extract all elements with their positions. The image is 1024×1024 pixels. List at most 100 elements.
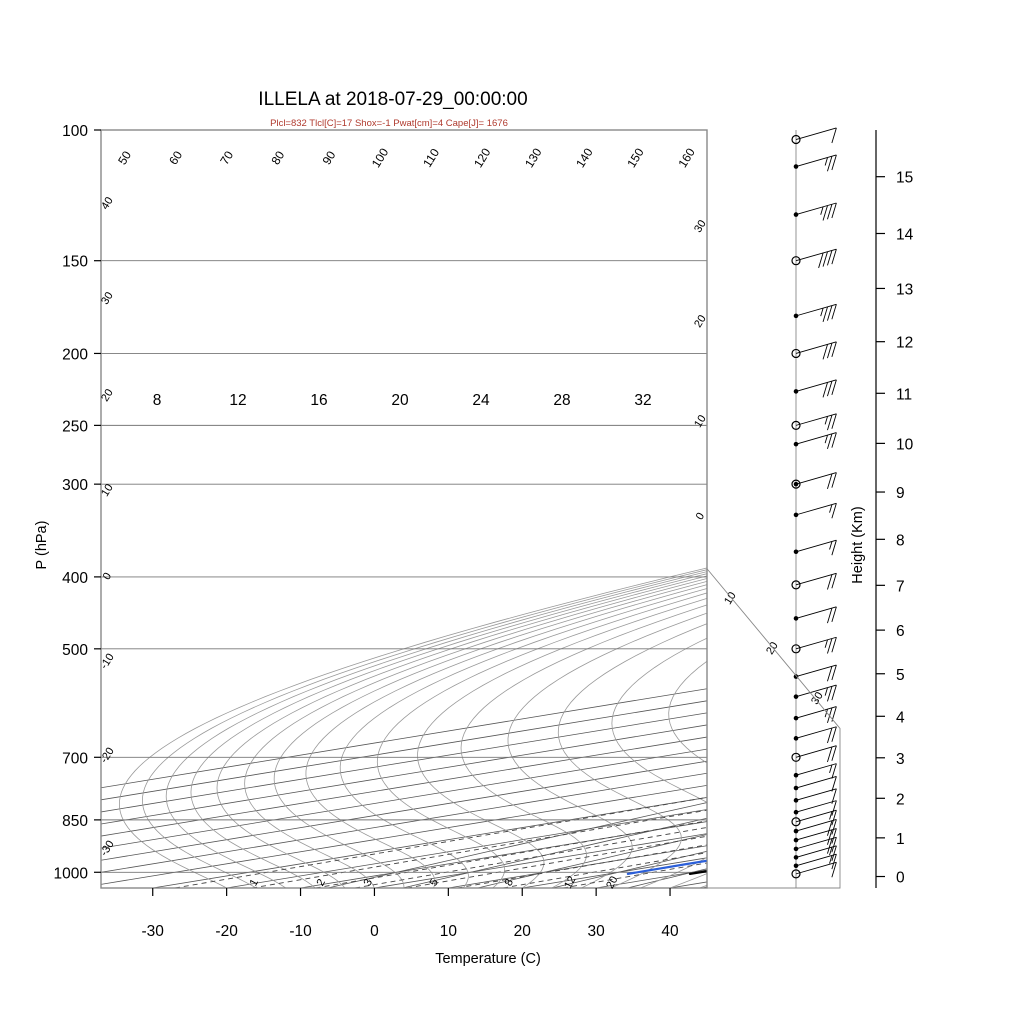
wind-level-marker — [791, 420, 801, 430]
theta-e-label: 24 — [472, 392, 490, 409]
wind-barb-shaft — [795, 800, 837, 813]
wind-barb-feather — [831, 684, 837, 701]
grid-line — [101, 712, 707, 813]
isotherm-label-right: 10 — [722, 590, 739, 607]
wind-barb-feather — [831, 819, 837, 835]
theta-e-label: 32 — [634, 392, 651, 409]
isotherm-label-right: 10 — [692, 413, 709, 430]
wind-barb-shaft — [795, 788, 837, 801]
isotherm-label-right: 0 — [694, 511, 707, 523]
grid-line — [305, 584, 707, 888]
wind-barb-feather — [827, 343, 833, 359]
mixing-ratio-label: 12 — [562, 874, 578, 890]
isotherm-label-left: 30 — [99, 290, 116, 307]
height-axis-tick-label: 6 — [896, 623, 905, 640]
wind-barb-feather — [829, 846, 833, 856]
wind-barb-feather — [831, 573, 837, 589]
wind-barb-feather — [820, 307, 824, 317]
grid-line — [417, 597, 707, 888]
theta-e-label: 16 — [310, 392, 327, 409]
height-axis-tick-label: 10 — [896, 436, 914, 453]
grid-line — [507, 612, 707, 888]
p-axis-tick-label: 500 — [62, 642, 88, 659]
wind-barb-feather — [827, 607, 833, 624]
wind-barb-feather — [831, 540, 837, 556]
p-axis-tick-label: 400 — [62, 570, 88, 587]
wind-level-marker — [793, 389, 799, 394]
wind-barb-shaft — [795, 379, 837, 392]
theta-e-label: 8 — [153, 392, 162, 409]
wind-level-marker — [791, 869, 801, 879]
wind-barb-feather — [829, 811, 833, 820]
height-axis-tick-label: 12 — [896, 335, 913, 352]
wind-barb-shaft — [795, 684, 837, 698]
isotherm-label-right: 20 — [692, 313, 709, 330]
wind-barb-feather — [818, 252, 824, 269]
isotherm-label-left: 40 — [99, 195, 116, 212]
wind-barb-feather — [831, 413, 837, 429]
wind-barb-shaft — [795, 836, 837, 850]
wind-barb-shaft — [795, 726, 837, 739]
wind-barb-shaft — [795, 413, 837, 426]
wind-barb-shaft — [795, 539, 837, 553]
height-axis-tick-label: 11 — [896, 386, 912, 403]
wind-barb-feather — [831, 606, 837, 622]
wind-level-marker — [791, 134, 801, 145]
t-axis-tick-label: 30 — [588, 923, 606, 940]
wind-barb-shaft — [795, 861, 837, 875]
wind-barb-feather — [831, 763, 837, 779]
wind-barb-shaft — [795, 745, 837, 758]
wind-barb-feather — [827, 433, 833, 449]
wind-barb-shaft — [795, 572, 837, 586]
grid-line — [190, 573, 707, 888]
chart-subtitle: Plcl=832 Tlcl[C]=17 Shox=-1 Pwat[cm]=4 C… — [270, 118, 508, 129]
wind-level-marker — [791, 752, 801, 762]
wind-barb-shaft — [795, 776, 837, 789]
wind-barb-shaft — [795, 341, 837, 354]
height-axis-tick-label: 15 — [896, 170, 913, 187]
grid-line — [557, 623, 707, 888]
grid-line — [407, 835, 707, 888]
height-axis-title: Height (Km) — [850, 506, 866, 583]
grid-line — [101, 748, 707, 849]
isotherm-label-left: 0 — [101, 571, 114, 583]
grid-line — [142, 569, 707, 888]
t-axis-tick-label: -30 — [142, 923, 165, 940]
wind-barb-feather — [827, 414, 833, 431]
wind-barb-shaft — [795, 636, 837, 650]
wind-barb-feather — [827, 829, 833, 845]
wind-barb-feather — [831, 472, 837, 488]
t-axis-tick-label: -20 — [215, 923, 238, 940]
height-axis-tick-label: 2 — [896, 791, 905, 808]
wind-barb-shaft — [795, 706, 837, 719]
height-axis-tick-label: 9 — [896, 485, 905, 502]
wind-barb-feather — [831, 664, 837, 681]
wind-barb-feather — [831, 127, 837, 144]
wind-barb-feather — [827, 638, 833, 654]
wind-barb-feather — [827, 204, 833, 220]
wind-level-marker — [793, 441, 799, 447]
wind-barb-feather — [831, 154, 837, 171]
wind-barb-feather — [829, 764, 833, 774]
wind-barb-feather — [827, 727, 833, 744]
t-axis-tick-label: 40 — [661, 923, 679, 940]
mixing-ratio-label: 2 — [315, 877, 328, 888]
isotherm-label-right: 30 — [692, 218, 709, 235]
grid-line — [668, 660, 707, 888]
wind-barb-feather — [831, 854, 837, 870]
height-axis-tick-label: 8 — [896, 532, 905, 549]
grid-line — [457, 844, 707, 888]
wind-barb-shaft — [795, 248, 837, 262]
p-axis-tick-label: 850 — [62, 813, 88, 830]
grid-line — [460, 604, 707, 888]
wind-barb-feather — [824, 157, 828, 166]
wind-barb-feather — [831, 788, 837, 804]
wind-barb-shaft — [795, 664, 837, 678]
grid-line — [101, 736, 707, 837]
wind-level-marker — [793, 481, 799, 487]
wind-level-marker — [791, 479, 801, 489]
grid-line — [101, 760, 707, 861]
